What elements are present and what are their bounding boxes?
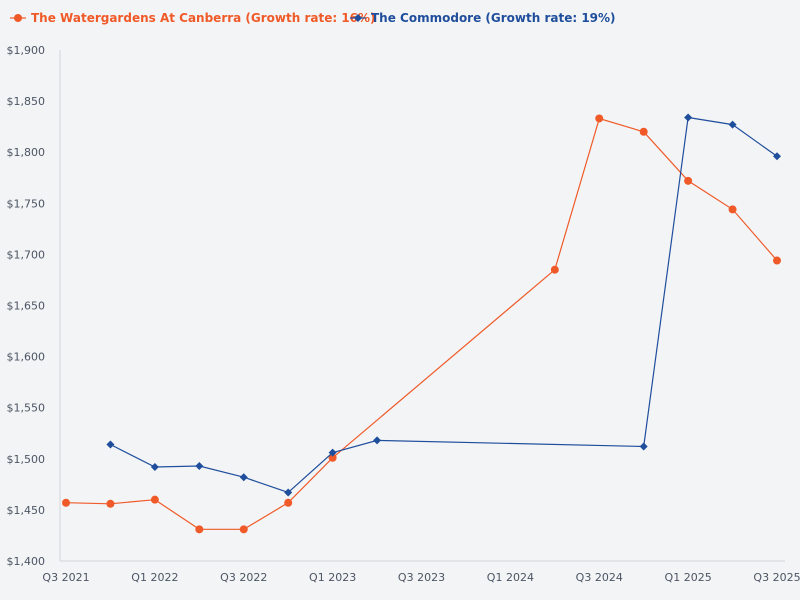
x-tick-label: Q3 2023 <box>398 571 445 584</box>
data-point <box>773 256 781 265</box>
data-point <box>106 440 115 449</box>
x-axis: Q3 2021 Q1 2022 Q3 2022 Q1 2023 Q3 2023 Q1 20… <box>42 560 800 584</box>
x-tick-label: Q1 2025 <box>665 571 712 584</box>
series-1 <box>106 113 781 497</box>
y-tick-label: $1,600 <box>7 351 46 364</box>
legend-label: The Commodore (Growth rate: 19%) <box>371 11 616 25</box>
data-point <box>195 461 204 470</box>
series-0 <box>62 114 781 534</box>
data-point <box>684 113 693 122</box>
y-tick-label: $1,550 <box>7 402 46 415</box>
legend: The Watergardens At Canberra (Growth rat… <box>10 11 616 25</box>
data-point <box>328 453 337 462</box>
data-point <box>239 473 248 482</box>
data-point <box>284 498 293 507</box>
y-tick-label: $1,900 <box>7 44 46 57</box>
y-tick-label: $1,650 <box>7 300 46 313</box>
series-line <box>110 116 778 494</box>
y-tick-label: $1,750 <box>7 197 46 210</box>
data-point <box>773 152 781 161</box>
data-point <box>728 120 737 129</box>
x-tick-label: Q3 2022 <box>220 571 267 584</box>
x-tick-label: Q3 2025 <box>753 571 800 584</box>
x-tick-label: Q1 2024 <box>487 571 534 584</box>
series-line <box>65 117 778 530</box>
data-point <box>195 525 204 534</box>
data-point <box>595 114 604 123</box>
data-point <box>639 127 648 136</box>
y-tick-label: $1,850 <box>7 95 46 108</box>
series-layer <box>62 113 781 534</box>
data-point <box>284 488 293 497</box>
x-tick-label: Q3 2024 <box>576 571 623 584</box>
data-point <box>106 499 115 508</box>
legend-marker <box>354 14 362 22</box>
data-point <box>62 498 70 507</box>
y-tick-label: $1,400 <box>7 555 46 568</box>
data-point <box>728 205 737 214</box>
x-tick-label: Q1 2022 <box>131 571 178 584</box>
legend-label: The Watergardens At Canberra (Growth rat… <box>31 11 376 25</box>
data-point <box>550 265 559 274</box>
data-point <box>150 462 159 471</box>
data-point <box>373 436 382 445</box>
data-point <box>150 495 159 504</box>
y-tick-label: $1,800 <box>7 146 46 159</box>
data-point <box>328 448 337 457</box>
y-axis: $1,400 $1,450 $1,500 $1,550 $1,600 $1,650 $1,7… <box>7 44 61 568</box>
y-tick-label: $1,700 <box>7 248 46 261</box>
data-point <box>239 525 248 534</box>
x-tick-label: Q3 2021 <box>42 571 89 584</box>
legend-item-0: The Watergardens At Canberra (Growth rat… <box>10 11 376 25</box>
data-point <box>639 442 648 451</box>
y-tick-label: $1,500 <box>7 453 46 466</box>
legend-marker <box>14 14 22 22</box>
legend-item-1: The Commodore (Growth rate: 19%) <box>350 11 616 25</box>
y-tick-label: $1,450 <box>7 504 46 517</box>
data-point <box>684 176 693 185</box>
x-tick-label: Q1 2023 <box>309 571 356 584</box>
